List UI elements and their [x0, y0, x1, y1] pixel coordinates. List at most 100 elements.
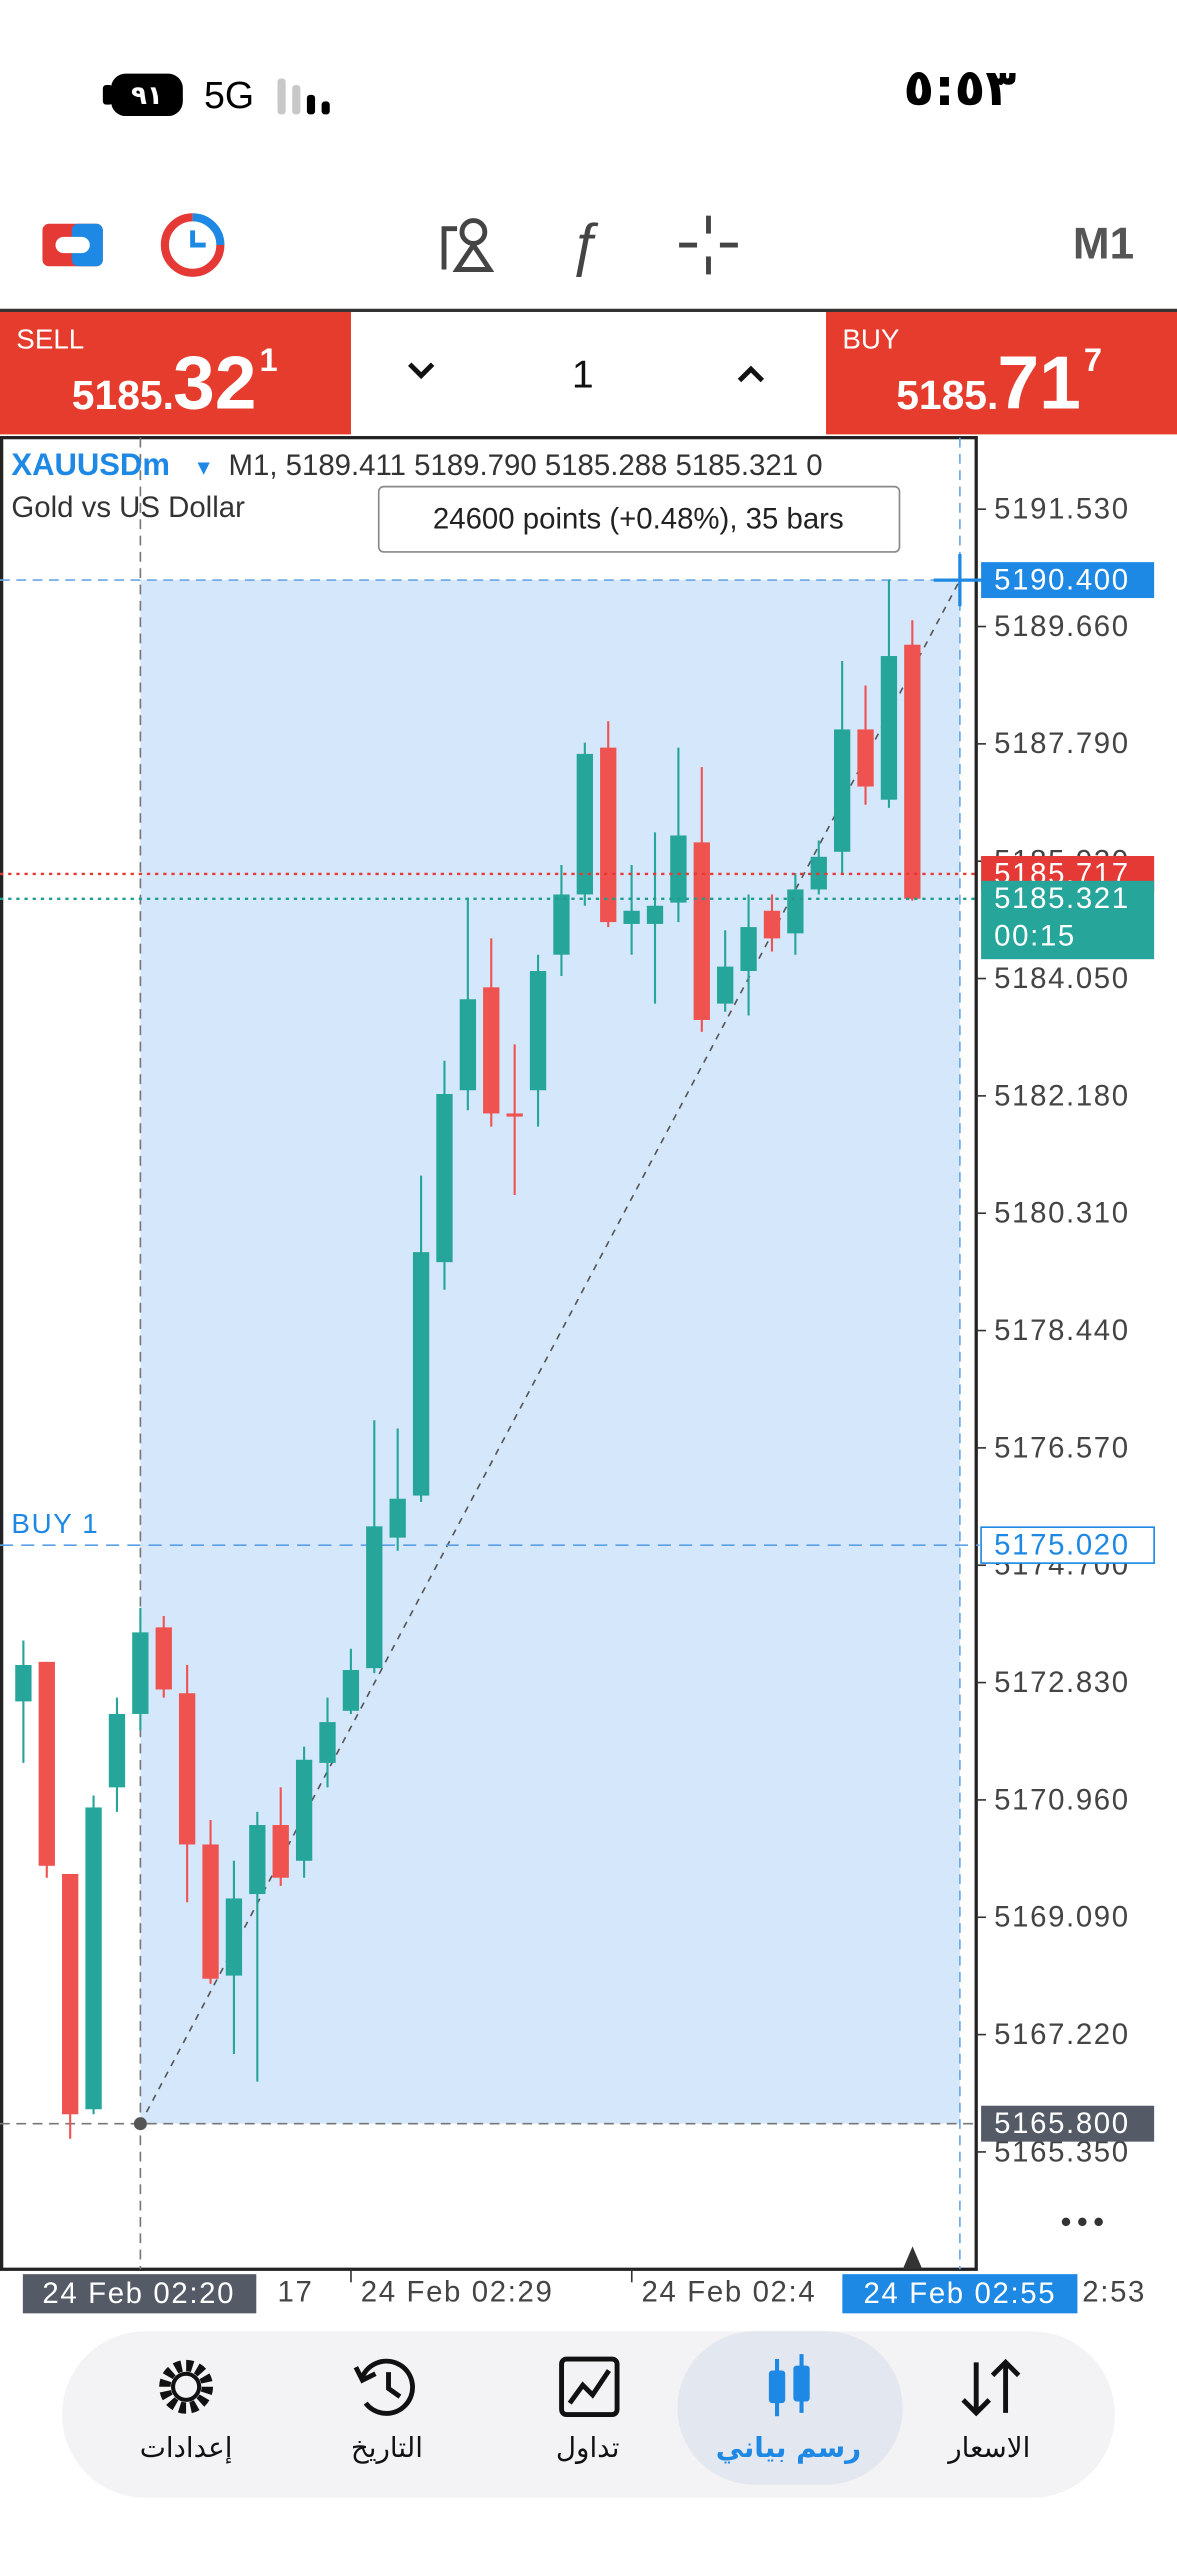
- position-price-label-box: [980, 1526, 1155, 1564]
- trade-panel: SELL 5185. 32 1 1 BUY 5185. 71 7: [0, 311, 1177, 435]
- candle-body: [389, 1498, 406, 1538]
- candle-body: [342, 1670, 360, 1711]
- bid-box: [981, 880, 1155, 960]
- icon: [768, 2370, 786, 2404]
- crosshair-button[interactable]: [679, 215, 738, 275]
- y-tick-label: 5191.530: [994, 493, 1130, 526]
- candle-body: [576, 753, 593, 895]
- candle-body: [412, 1252, 430, 1496]
- candle-body: [904, 644, 921, 899]
- sell-background: [0, 311, 351, 435]
- position-label: BUY 1: [11, 1508, 99, 1539]
- icon: [353, 2366, 377, 2384]
- nav-label: الاسعار: [946, 2431, 1030, 2464]
- symbols-button[interactable]: [42, 223, 103, 267]
- nav-label: رسم بياني: [716, 2431, 861, 2464]
- buy-price-head: 5185.: [896, 372, 998, 418]
- volume-down[interactable]: [408, 362, 435, 380]
- candle-body: [366, 1526, 383, 1669]
- candle-body: [436, 1093, 453, 1263]
- chart[interactable]: BUY 1 XAUUSDm ▾ M1, 5189.411 5189.790 5185.…: [0, 436, 1155, 2314]
- candle-body: [600, 747, 617, 923]
- y-tick-label: 5189.660: [994, 610, 1130, 643]
- candle-body: [623, 910, 640, 924]
- nav-settings[interactable]: إعدادات: [140, 2359, 233, 2464]
- nav-label: التاريخ: [351, 2431, 423, 2464]
- candle-body: [15, 1665, 32, 1702]
- y-tick-label: 5169.090: [994, 1901, 1130, 1934]
- candle-body: [85, 1807, 102, 2110]
- indicators-button[interactable]: [160, 213, 225, 277]
- icon: [190, 230, 206, 248]
- status-bar: ٩١ 5G ٥:٥٣: [102, 58, 1016, 117]
- nav-quotes[interactable]: الاسعار: [946, 2358, 1030, 2464]
- nav-active-pill: [677, 2331, 903, 2485]
- more-dot[interactable]: [1061, 2217, 1071, 2227]
- candle-body: [763, 910, 781, 939]
- network: 5G: [204, 74, 254, 116]
- icon: [170, 2371, 202, 2402]
- measure-start-label-box: [981, 2105, 1155, 2142]
- icon: [386, 2372, 402, 2399]
- candle-body: [787, 889, 804, 934]
- nav-trade[interactable]: تداول: [556, 2356, 620, 2464]
- sell-price-head: 5185.: [72, 372, 174, 418]
- icon: [990, 2358, 1021, 2413]
- candle-body: [202, 1844, 219, 1979]
- volume[interactable]: 1: [572, 354, 594, 397]
- y-tick-label: 5187.790: [994, 727, 1130, 760]
- candle-body: [483, 987, 500, 1114]
- symbol: XAUUSDm: [11, 447, 169, 482]
- battery: [111, 73, 183, 117]
- function-button[interactable]: ƒ: [568, 212, 601, 277]
- y-tick-label: 5180.310: [994, 1197, 1130, 1230]
- battery-level: ٩١: [131, 81, 163, 111]
- sell-button[interactable]: SELL 5185. 32 1: [0, 311, 351, 435]
- candle-body: [38, 1661, 55, 1866]
- symbol-menu[interactable]: ▾: [198, 454, 210, 481]
- y-tick-label: 5182.180: [994, 1079, 1130, 1112]
- candle-body: [740, 927, 757, 972]
- buy-price-big: 71: [997, 341, 1081, 425]
- buy-price-tail: 7: [1084, 341, 1102, 378]
- buy-button[interactable]: BUY 5185. 71 7: [826, 311, 1177, 435]
- candle-body: [857, 729, 874, 787]
- objects-button[interactable]: [441, 218, 495, 272]
- volume-up[interactable]: [737, 365, 765, 383]
- sell-price-big: 32: [173, 341, 257, 425]
- description: Gold vs US Dollar: [11, 491, 245, 524]
- buy-background: [826, 311, 1177, 435]
- measure-end-label: 5190.400: [994, 563, 1130, 596]
- scroll-marker: [902, 2246, 923, 2270]
- bottom-nav: إعدادات التاريخ تداول رسم بياني الاسعار: [62, 2331, 1115, 2498]
- nav-label: تداول: [556, 2431, 620, 2464]
- end-time: 24 Feb 02:55: [864, 2277, 1057, 2310]
- timeframe-button[interactable]: M1: [1073, 219, 1134, 268]
- candle-body: [459, 999, 477, 1091]
- start-time-box: [22, 2274, 257, 2314]
- y-tick-label: 5167.220: [994, 2018, 1130, 2051]
- candle-body: [833, 729, 851, 852]
- tooltip-box: [377, 485, 901, 553]
- candle-body: [880, 656, 898, 800]
- candle-body: [272, 1825, 289, 1878]
- start-time: 24 Feb 02:20: [42, 2277, 235, 2310]
- position-price-label: 5175.020: [994, 1529, 1130, 1562]
- measure-end-label-box: [981, 562, 1155, 599]
- candle-body: [249, 1825, 266, 1895]
- icon: [441, 226, 458, 270]
- bid-timer: 00:15: [994, 920, 1076, 953]
- icon: [452, 240, 495, 272]
- nav-chart[interactable]: رسم بياني: [716, 2354, 861, 2464]
- more-dot[interactable]: [1078, 2217, 1087, 2227]
- buy-label: BUY: [842, 324, 899, 355]
- candle-body: [178, 1693, 196, 1845]
- x-tick-label: 24 Feb 02:29: [361, 2276, 554, 2309]
- candle-body: [506, 1113, 523, 1117]
- nav-history[interactable]: التاريخ: [351, 2358, 423, 2464]
- more-dot[interactable]: [1094, 2217, 1103, 2227]
- icon: [160, 213, 225, 277]
- candle-body: [155, 1627, 172, 1690]
- toolbar: ƒ M1: [0, 212, 1177, 312]
